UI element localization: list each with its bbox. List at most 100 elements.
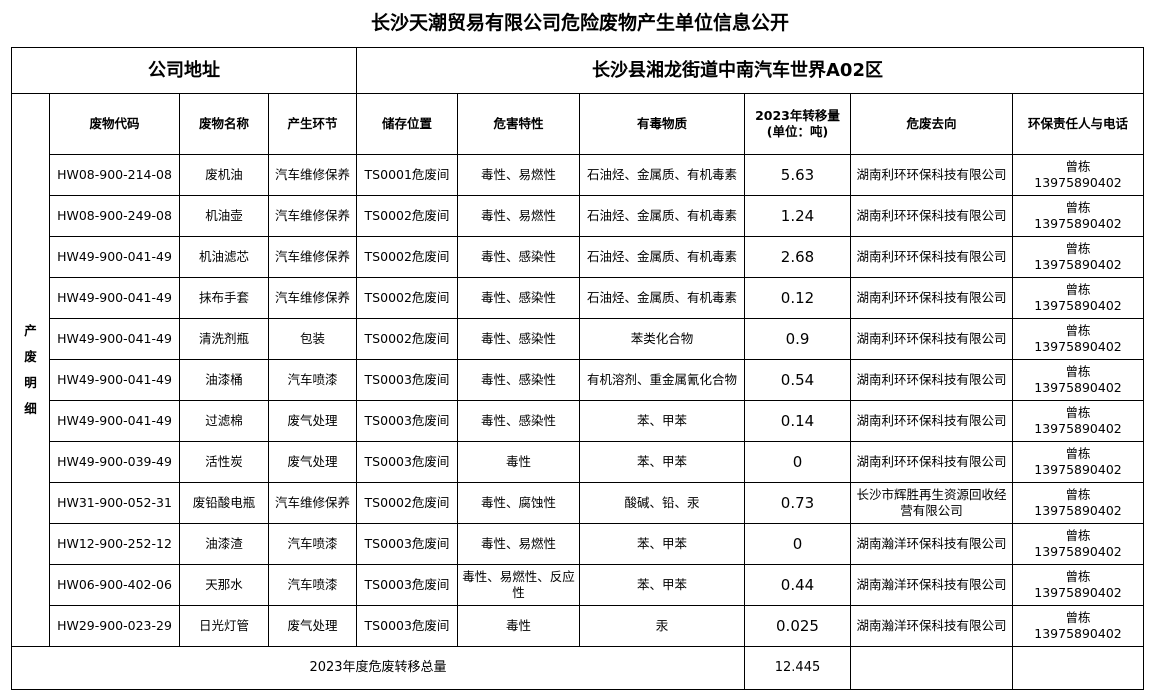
storage-location: TS0003危废间 [356,564,458,606]
production-stage: 废气处理 [268,400,357,442]
contact-person: 曾栋 [1065,282,1091,297]
hazard-property: 毒性、感染性 [457,277,580,319]
waste-code: HW31-900-052-31 [49,482,180,524]
contact-person: 曾栋 [1065,446,1091,461]
transfer-quantity: 0.73 [744,482,851,524]
transfer-quantity: 0.9 [744,318,851,360]
contact-person: 曾栋 [1065,569,1091,584]
waste-name: 油漆渣 [179,523,269,565]
qty-header-line1: 2023年转移量 [755,108,840,123]
storage-location: TS0002危废间 [356,236,458,278]
waste-code: HW49-900-041-49 [49,400,180,442]
contact: 曾栋 13975890402 [1011,605,1145,647]
waste-code: HW06-900-402-06 [49,564,180,606]
waste-code: HW49-900-039-49 [49,441,180,483]
section-label-char: 明 [24,375,37,390]
col-header-storage: 储存位置 [356,93,458,155]
contact: 曾栋 13975890402 [1011,441,1145,483]
contact: 曾栋 13975890402 [1011,359,1145,401]
table-row: HW12-900-252-12 油漆渣 汽车喷漆 TS0003危废间 毒性、易燃性 苯、甲… [12,523,1145,565]
production-stage: 汽车维修保养 [268,154,357,196]
storage-location: TS0003危废间 [356,400,458,442]
col-header-toxic: 有毒物质 [579,93,745,155]
toxic-substance: 苯、甲苯 [579,564,745,606]
production-stage: 废气处理 [268,441,357,483]
transfer-quantity: 0.025 [744,605,851,647]
hazard-property: 毒性、感染性 [457,236,580,278]
storage-location: TS0003危废间 [356,523,458,565]
waste-name: 天那水 [179,564,269,606]
waste-name: 机油滤芯 [179,236,269,278]
qty-header-line2: (单位：吨) [766,124,829,139]
storage-location: TS0002危废间 [356,318,458,360]
destination: 湖南利环环保科技有限公司 [850,400,1013,442]
toxic-substance: 有机溶剂、重金属氰化合物 [579,359,745,401]
storage-location: TS0002危废间 [356,482,458,524]
contact: 曾栋 13975890402 [1011,564,1145,606]
hazard-property: 毒性、感染性 [457,400,580,442]
waste-name: 过滤棉 [179,400,269,442]
contact-phone: 13975890402 [1034,298,1122,313]
waste-code: HW12-900-252-12 [49,523,180,565]
contact-phone: 13975890402 [1034,503,1122,518]
transfer-quantity: 1.24 [744,195,851,237]
transfer-quantity: 0 [744,441,851,483]
hazard-property: 毒性、易燃性 [457,523,580,565]
table-row: HW08-900-249-08 机油壶 汽车维修保养 TS0002危废间 毒性、易燃性石… [12,195,1145,237]
production-stage: 汽车喷漆 [268,523,357,565]
transfer-quantity: 0.54 [744,359,851,401]
contact: 曾栋 13975890402 [1011,400,1145,442]
col-header-stage: 产生环节 [268,93,357,155]
waste-name: 活性炭 [179,441,269,483]
contact: 曾栋 13975890402 [1011,318,1145,360]
transfer-quantity: 2.68 [744,236,851,278]
toxic-substance: 苯、甲苯 [579,523,745,565]
contact-phone: 13975890402 [1034,585,1122,600]
section-label: 产废明细 [11,93,50,647]
contact-phone: 13975890402 [1034,216,1122,231]
destination: 湖南瀚洋环保科技有限公司 [850,523,1013,565]
toxic-substance: 石油烃、金属质、有机毒素 [579,277,745,319]
toxic-substance: 苯、甲苯 [579,441,745,483]
waste-name: 废机油 [179,154,269,196]
hazard-property: 毒性、易燃性 [457,195,580,237]
destination: 湖南利环环保科技有限公司 [850,154,1013,196]
contact: 曾栋 13975890402 [1011,277,1145,319]
hazard-property: 毒性、感染性 [457,359,580,401]
toxic-substance: 石油烃、金属质、有机毒素 [579,236,745,278]
contact-phone: 13975890402 [1034,380,1122,395]
contact-person: 曾栋 [1065,241,1091,256]
col-header-hazard: 危害特性 [457,93,580,155]
destination: 湖南利环环保科技有限公司 [850,195,1013,237]
contact: 曾栋 13975890402 [1011,482,1145,524]
destination: 湖南利环环保科技有限公司 [850,441,1013,483]
contact-phone: 13975890402 [1034,462,1122,477]
total-label: 2023年度危废转移总量 [11,646,745,690]
hazard-property: 毒性、腐蚀性 [457,482,580,524]
contact: 曾栋 13975890402 [1011,154,1145,196]
production-stage: 汽车维修保养 [268,482,357,524]
waste-name: 日光灯管 [179,605,269,647]
total-row: 2023年度危废转移总量 12.445 [11,646,1145,690]
waste-code: HW29-900-023-29 [49,605,180,647]
destination: 长沙市辉胜再生资源回收经营有限公司 [850,482,1013,524]
waste-name: 废铅酸电瓶 [179,482,269,524]
total-empty-cell [850,646,1013,690]
destination: 湖南瀚洋环保科技有限公司 [850,605,1013,647]
table-row: HW31-900-052-31 废铅酸电瓶 汽车维修保养 TS0002危废间 毒性、腐蚀… [12,482,1145,524]
production-stage: 汽车维修保养 [268,236,357,278]
waste-code: HW08-900-214-08 [49,154,180,196]
storage-location: TS0002危废间 [356,277,458,319]
contact: 曾栋 13975890402 [1011,195,1145,237]
destination: 湖南瀚洋环保科技有限公司 [850,564,1013,606]
section-label-char: 废 [24,349,37,364]
waste-name: 油漆桶 [179,359,269,401]
production-stage: 汽车喷漆 [268,564,357,606]
hazard-property: 毒性、易燃性、反应性 [457,564,580,606]
table-row: HW49-900-041-49 油漆桶 汽车喷漆 TS0003危废间 毒性、感染性 有机溶… [12,359,1145,401]
production-stage: 汽车喷漆 [268,359,357,401]
total-value: 12.445 [744,646,851,690]
table-row: HW49-900-041-49 清洗剂瓶 包装 TS0002危废间 毒性、感染性 苯类化合… [12,318,1145,360]
destination: 湖南利环环保科技有限公司 [850,359,1013,401]
production-stage: 汽车维修保养 [268,277,357,319]
